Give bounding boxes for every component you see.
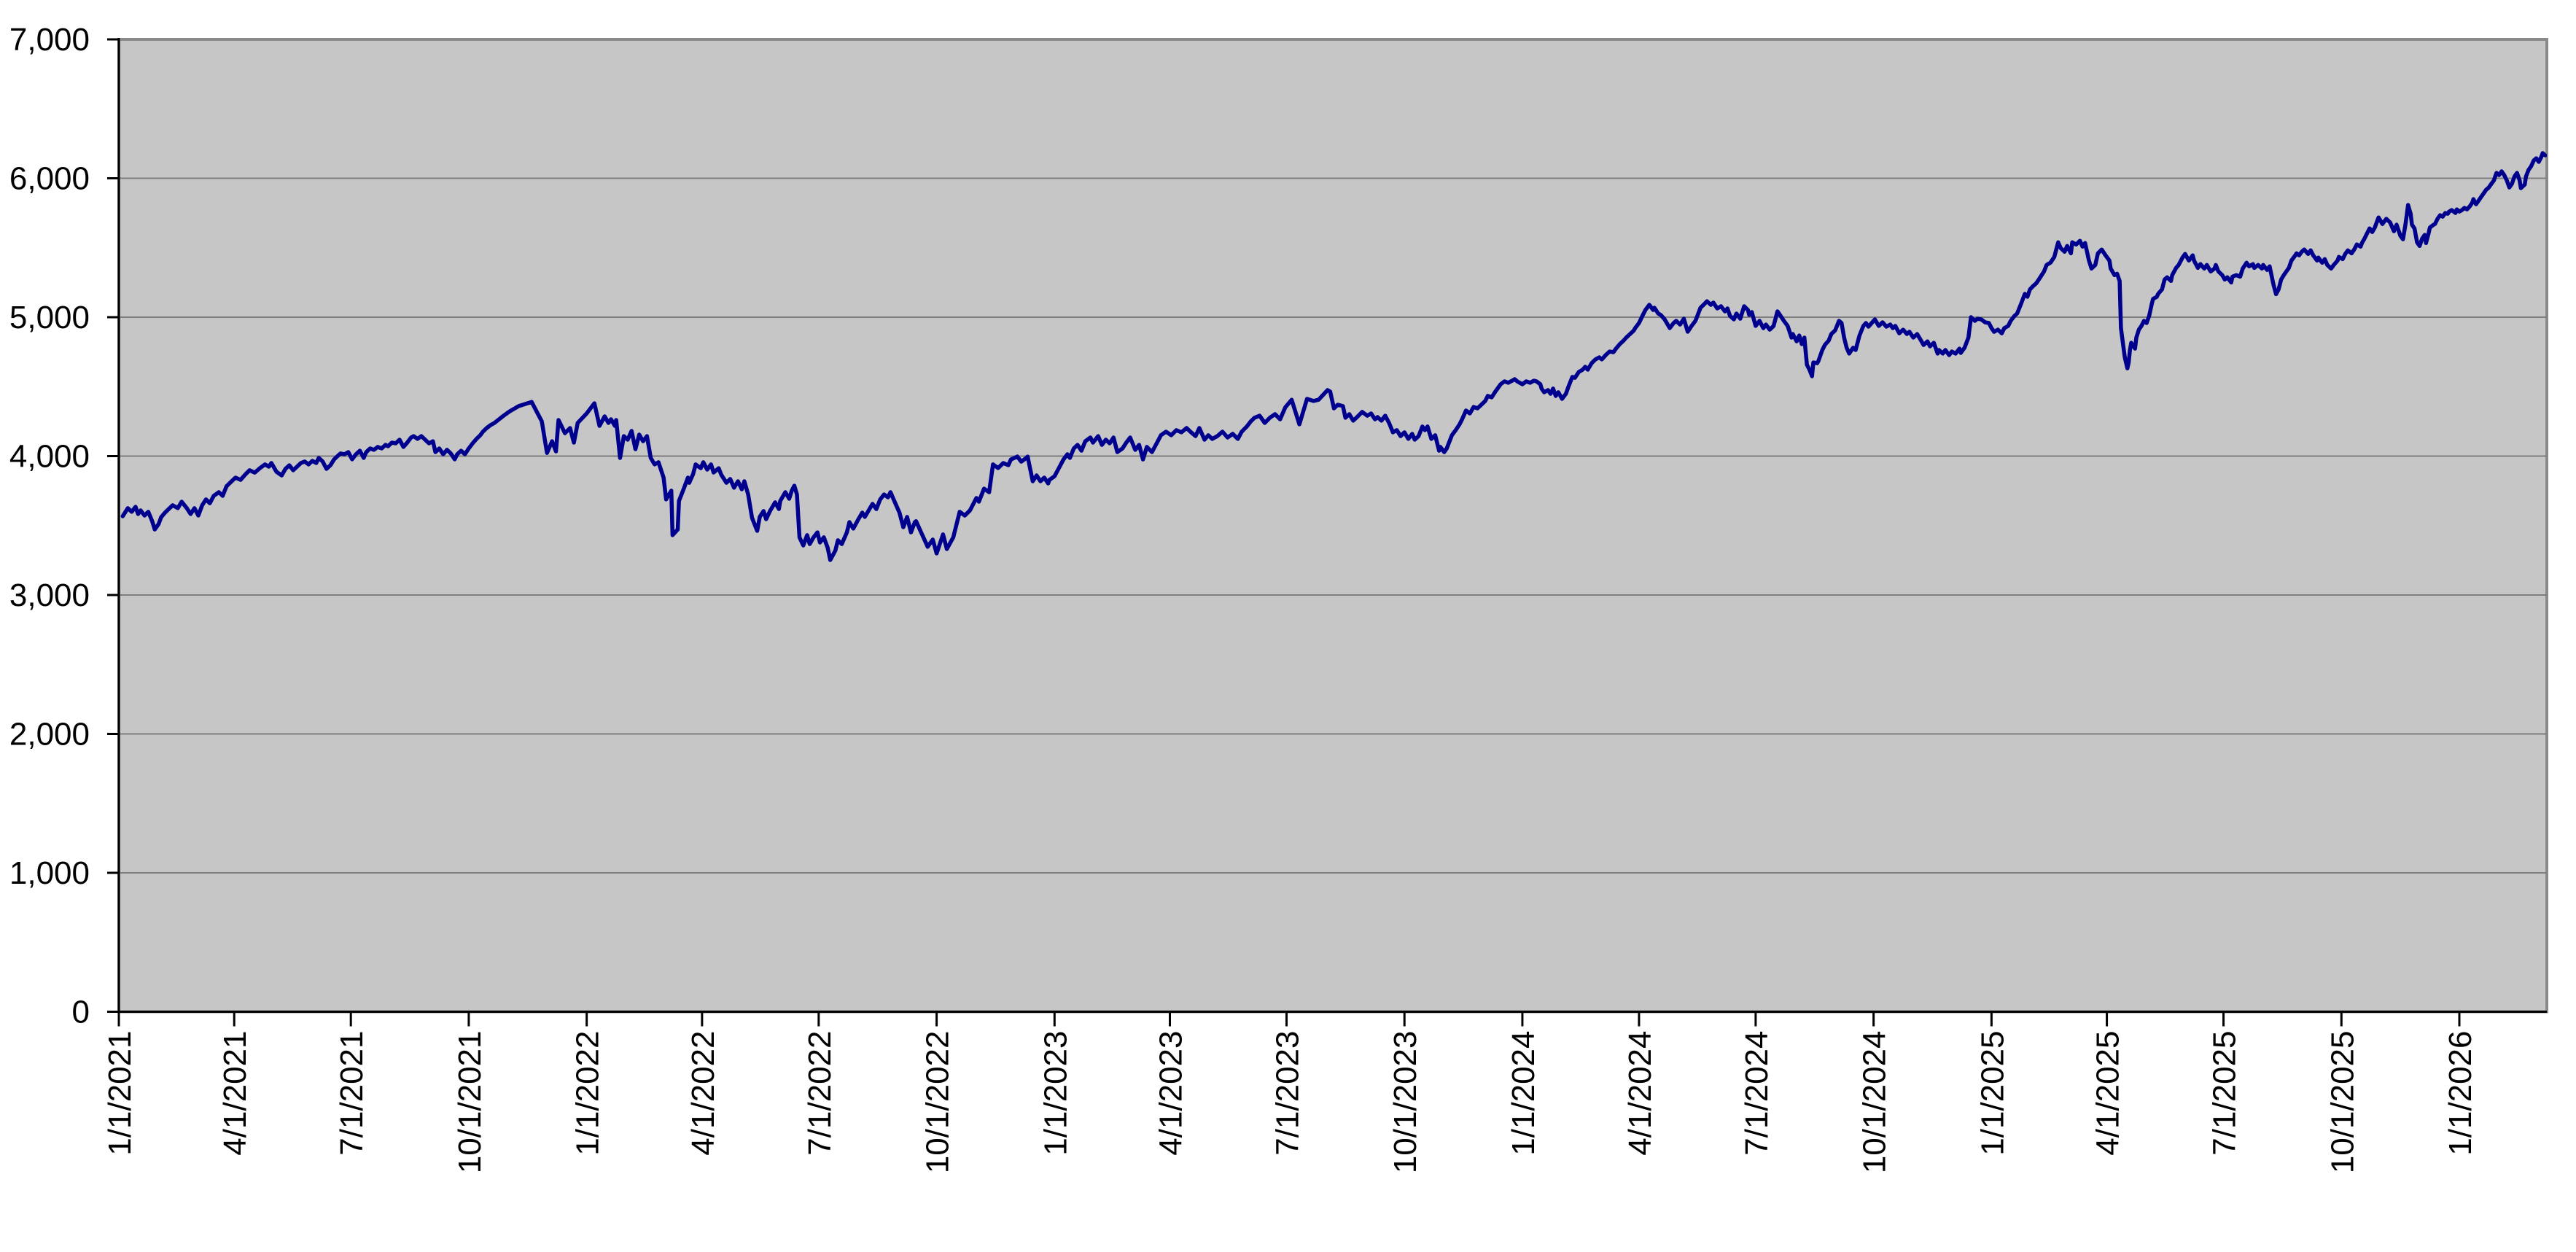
x-axis-tick-label: 10/1/2021: [452, 1031, 488, 1174]
x-axis-tick-label: 1/1/2025: [1974, 1031, 2010, 1156]
x-axis-tick-label: 4/1/2023: [1153, 1031, 1189, 1156]
y-axis-tick-label: 0: [72, 995, 90, 1030]
y-axis-tick-label: 5,000: [9, 300, 90, 335]
x-axis-tick-label: 7/1/2021: [334, 1031, 370, 1156]
x-axis-tick-label: 4/1/2025: [2090, 1031, 2126, 1156]
y-axis-labels: 0 1,000 2,000 3,000 4,000 5,000 6,000 7,000: [9, 22, 90, 1030]
x-axis-tick-label: 10/1/2023: [1388, 1031, 1423, 1174]
axes: [107, 38, 2547, 1027]
x-axis-tick-label: 7/1/2023: [1269, 1031, 1305, 1156]
x-axis-tick-label: 1/1/2022: [570, 1031, 606, 1156]
x-axis-tick-label: 7/1/2022: [802, 1031, 838, 1156]
x-axis-tick-label: 10/1/2022: [920, 1031, 956, 1174]
series-lines: [120, 151, 2547, 562]
y-axis-tick-label: 7,000: [9, 22, 90, 58]
x-axis-tick-label: 10/1/2024: [1857, 1031, 1893, 1174]
plot-background: [117, 38, 2548, 1014]
x-axis-tick-label: 1/1/2026: [2443, 1031, 2478, 1156]
y-axis-tick-label: 1,000: [9, 855, 90, 891]
x-axis-tick-label: 1/1/2021: [102, 1031, 138, 1156]
y-axis-tick-label: 3,000: [9, 578, 90, 613]
y-axis-tick-label: 2,000: [9, 717, 90, 753]
x-axis-tick-label: 4/1/2022: [685, 1031, 721, 1156]
plot-area: [117, 38, 2548, 1014]
x-axis-tick-label: 10/1/2025: [2324, 1031, 2360, 1174]
x-axis-labels: 1/1/2021 4/1/2021 7/1/2021 10/1/2021 1/1/202…: [102, 1031, 2478, 1174]
y-axis-tick-label: 6,000: [9, 161, 90, 197]
gridlines: [119, 177, 2547, 874]
x-axis-tick-label: 1/1/2023: [1038, 1031, 1073, 1156]
x-axis-tick-label: 4/1/2021: [217, 1031, 253, 1156]
y-axis-tick-label: 4,000: [9, 439, 90, 475]
x-axis-tick-label: 7/1/2025: [2207, 1031, 2243, 1156]
x-axis-tick-label: 4/1/2024: [1622, 1031, 1658, 1156]
x-axis-tick-label: 1/1/2024: [1506, 1031, 1541, 1156]
x-axis-tick-label: 7/1/2024: [1739, 1031, 1775, 1156]
price-line-series: [120, 151, 2547, 562]
